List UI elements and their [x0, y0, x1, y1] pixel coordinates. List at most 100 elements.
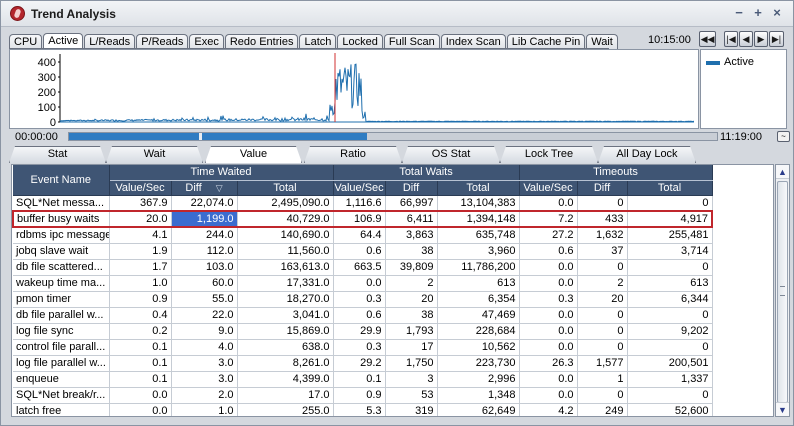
cell-to-total[interactable]: 0	[627, 195, 713, 212]
cell-event-name[interactable]: db file scattered...	[13, 259, 110, 276]
cell-event-name[interactable]: SQL*Net break/r...	[13, 387, 110, 404]
cell-wt-diff[interactable]: 66,997	[385, 195, 438, 212]
cell-event-name[interactable]: log file parallel w...	[13, 355, 110, 372]
view-tab-all-day-lock[interactable]: All Day Lock	[598, 146, 696, 163]
cell-to-value-sec[interactable]: 0.3	[519, 291, 578, 308]
cell-wt-total[interactable]: 13,104,383	[437, 195, 520, 212]
table-row[interactable]: control file parall... 0.1 4.0 638.0 0.3 17 10…	[13, 339, 713, 356]
cell-to-total[interactable]: 52,600	[627, 403, 713, 416]
minimize-icon[interactable]: −	[735, 5, 743, 20]
table-row[interactable]: latch free 0.0 1.0 255.0 5.3 319 62,649 4.2 249 5…	[13, 403, 713, 416]
view-tab-wait[interactable]: Wait	[106, 146, 203, 163]
cell-wt-total[interactable]: 1,394,148	[437, 210, 520, 228]
view-tab-ratio[interactable]: Ratio	[304, 146, 402, 163]
cell-to-value-sec[interactable]: 0.0	[519, 371, 578, 388]
cell-event-name[interactable]: latch free	[13, 403, 110, 416]
cell-tw-total[interactable]: 40,729.0	[237, 210, 334, 228]
cell-tw-total[interactable]: 17,331.0	[237, 275, 334, 292]
grid-vertical-scrollbar[interactable]: ▲ ▼	[775, 164, 790, 417]
col-header-tw-diff[interactable]: Diff ▽	[171, 180, 238, 196]
cell-to-value-sec[interactable]: 0.0	[519, 259, 578, 276]
cell-tw-total[interactable]: 15,869.0	[237, 323, 334, 340]
cell-to-total[interactable]: 3,714	[627, 243, 713, 260]
col-header-tw-total[interactable]: Total	[237, 180, 334, 196]
cell-event-name[interactable]: db file parallel w...	[13, 307, 110, 324]
cell-to-total[interactable]: 200,501	[627, 355, 713, 372]
cell-tw-total[interactable]: 638.0	[237, 339, 334, 356]
cell-wt-diff[interactable]: 20	[385, 291, 438, 308]
cell-tw-total[interactable]: 3,041.0	[237, 307, 334, 324]
timeline-option-button[interactable]: ~	[777, 131, 790, 142]
cell-wt-value-sec[interactable]: 0.1	[333, 371, 386, 388]
cell-tw-value-sec[interactable]: 0.0	[109, 387, 172, 404]
cell-to-value-sec[interactable]: 0.0	[519, 387, 578, 404]
cell-wt-total[interactable]: 47,469	[437, 307, 520, 324]
cell-wt-total[interactable]: 1,348	[437, 387, 520, 404]
cell-wt-diff[interactable]: 3,863	[385, 227, 438, 244]
prev-button[interactable]: ◀	[739, 31, 753, 47]
cell-to-value-sec[interactable]: 0.0	[519, 275, 578, 292]
cell-to-diff[interactable]: 433	[577, 210, 628, 228]
cell-tw-total[interactable]: 4,399.0	[237, 371, 334, 388]
cell-tw-value-sec[interactable]: 0.1	[109, 371, 172, 388]
metric-tab-latch[interactable]: Latch	[299, 34, 337, 49]
scroll-thumb[interactable]	[777, 181, 788, 403]
col-header-wt-value-sec[interactable]: Value/Sec	[333, 180, 386, 196]
table-row[interactable]: enqueue 0.1 3.0 4,399.0 0.1 3 2,996 0.0 1 1,337	[13, 371, 713, 388]
cell-wt-value-sec[interactable]: 5.3	[333, 403, 386, 416]
cell-tw-value-sec[interactable]: 0.0	[109, 403, 172, 416]
view-tab-os-stat[interactable]: OS Stat	[402, 146, 500, 163]
cell-wt-value-sec[interactable]: 0.6	[333, 307, 386, 324]
scroll-up-arrow-icon[interactable]: ▲	[776, 165, 789, 179]
table-row[interactable]: log file parallel w... 0.1 3.0 8,261.0 29.2 1…	[13, 355, 713, 372]
cell-tw-diff[interactable]: 2.0	[171, 387, 238, 404]
table-row[interactable]: SQL*Net break/r... 0.0 2.0 17.0 0.9 53 1,348 0.…	[13, 387, 713, 404]
cell-tw-diff[interactable]: 1,199.0	[171, 210, 238, 228]
cell-to-value-sec[interactable]: 0.6	[519, 243, 578, 260]
cell-tw-total[interactable]: 11,560.0	[237, 243, 334, 260]
cell-wt-diff[interactable]: 319	[385, 403, 438, 416]
cell-to-total[interactable]: 0	[627, 307, 713, 324]
cell-to-diff[interactable]: 0	[577, 387, 628, 404]
title-bar[interactable]: Trend Analysis − + ×	[1, 1, 793, 27]
cell-tw-total[interactable]: 163,613.0	[237, 259, 334, 276]
table-row[interactable]: buffer busy waits 20.0 1,199.0 40,729.0 106.…	[12, 210, 714, 228]
cell-to-value-sec[interactable]: 26.3	[519, 355, 578, 372]
cell-to-value-sec[interactable]: 0.0	[519, 195, 578, 212]
cell-event-name[interactable]: rdbms ipc message	[13, 227, 110, 244]
cell-to-diff[interactable]: 1,632	[577, 227, 628, 244]
table-row[interactable]: jobq slave wait 1.9 112.0 11,560.0 0.6 38 3,96…	[13, 243, 713, 260]
cell-wt-total[interactable]: 10,562	[437, 339, 520, 356]
cell-tw-value-sec[interactable]: 1.0	[109, 275, 172, 292]
cell-wt-diff[interactable]: 3	[385, 371, 438, 388]
view-tab-lock-tree[interactable]: Lock Tree	[500, 146, 598, 163]
cell-wt-total[interactable]: 635,748	[437, 227, 520, 244]
cell-to-diff[interactable]: 0	[577, 339, 628, 356]
col-header-to-diff[interactable]: Diff	[577, 180, 628, 196]
cell-tw-diff[interactable]: 22,074.0	[171, 195, 238, 212]
cell-tw-diff[interactable]: 9.0	[171, 323, 238, 340]
cell-wt-value-sec[interactable]: 1,116.6	[333, 195, 386, 212]
next-button[interactable]: ▶	[754, 31, 768, 47]
metric-tab-cpu[interactable]: CPU	[9, 34, 43, 49]
trend-chart[interactable]: 400 300 200 100 0	[9, 49, 699, 129]
cell-tw-diff[interactable]: 22.0	[171, 307, 238, 324]
cell-to-diff[interactable]: 20	[577, 291, 628, 308]
cell-tw-diff[interactable]: 55.0	[171, 291, 238, 308]
cell-tw-diff[interactable]: 3.0	[171, 355, 238, 372]
cell-tw-total[interactable]: 255.0	[237, 403, 334, 416]
cell-tw-value-sec[interactable]: 0.2	[109, 323, 172, 340]
cell-wt-diff[interactable]: 6,411	[385, 210, 438, 228]
metric-tab-redo-entries[interactable]: Redo Entries	[224, 34, 299, 49]
cell-to-value-sec[interactable]: 27.2	[519, 227, 578, 244]
col-header-wt-total[interactable]: Total	[437, 180, 520, 196]
cell-wt-diff[interactable]: 53	[385, 387, 438, 404]
cell-to-total[interactable]: 255,481	[627, 227, 713, 244]
cell-to-value-sec[interactable]: 0.0	[519, 339, 578, 356]
cell-to-total[interactable]: 0	[627, 339, 713, 356]
cell-wt-value-sec[interactable]: 663.5	[333, 259, 386, 276]
table-row[interactable]: pmon timer 0.9 55.0 18,270.0 0.3 20 6,354 0.3 20…	[13, 291, 713, 308]
cell-event-name[interactable]: control file parall...	[13, 339, 110, 356]
cell-tw-diff[interactable]: 1.0	[171, 403, 238, 416]
table-row[interactable]: log file sync 0.2 9.0 15,869.0 29.9 1,793 228,…	[13, 323, 713, 340]
